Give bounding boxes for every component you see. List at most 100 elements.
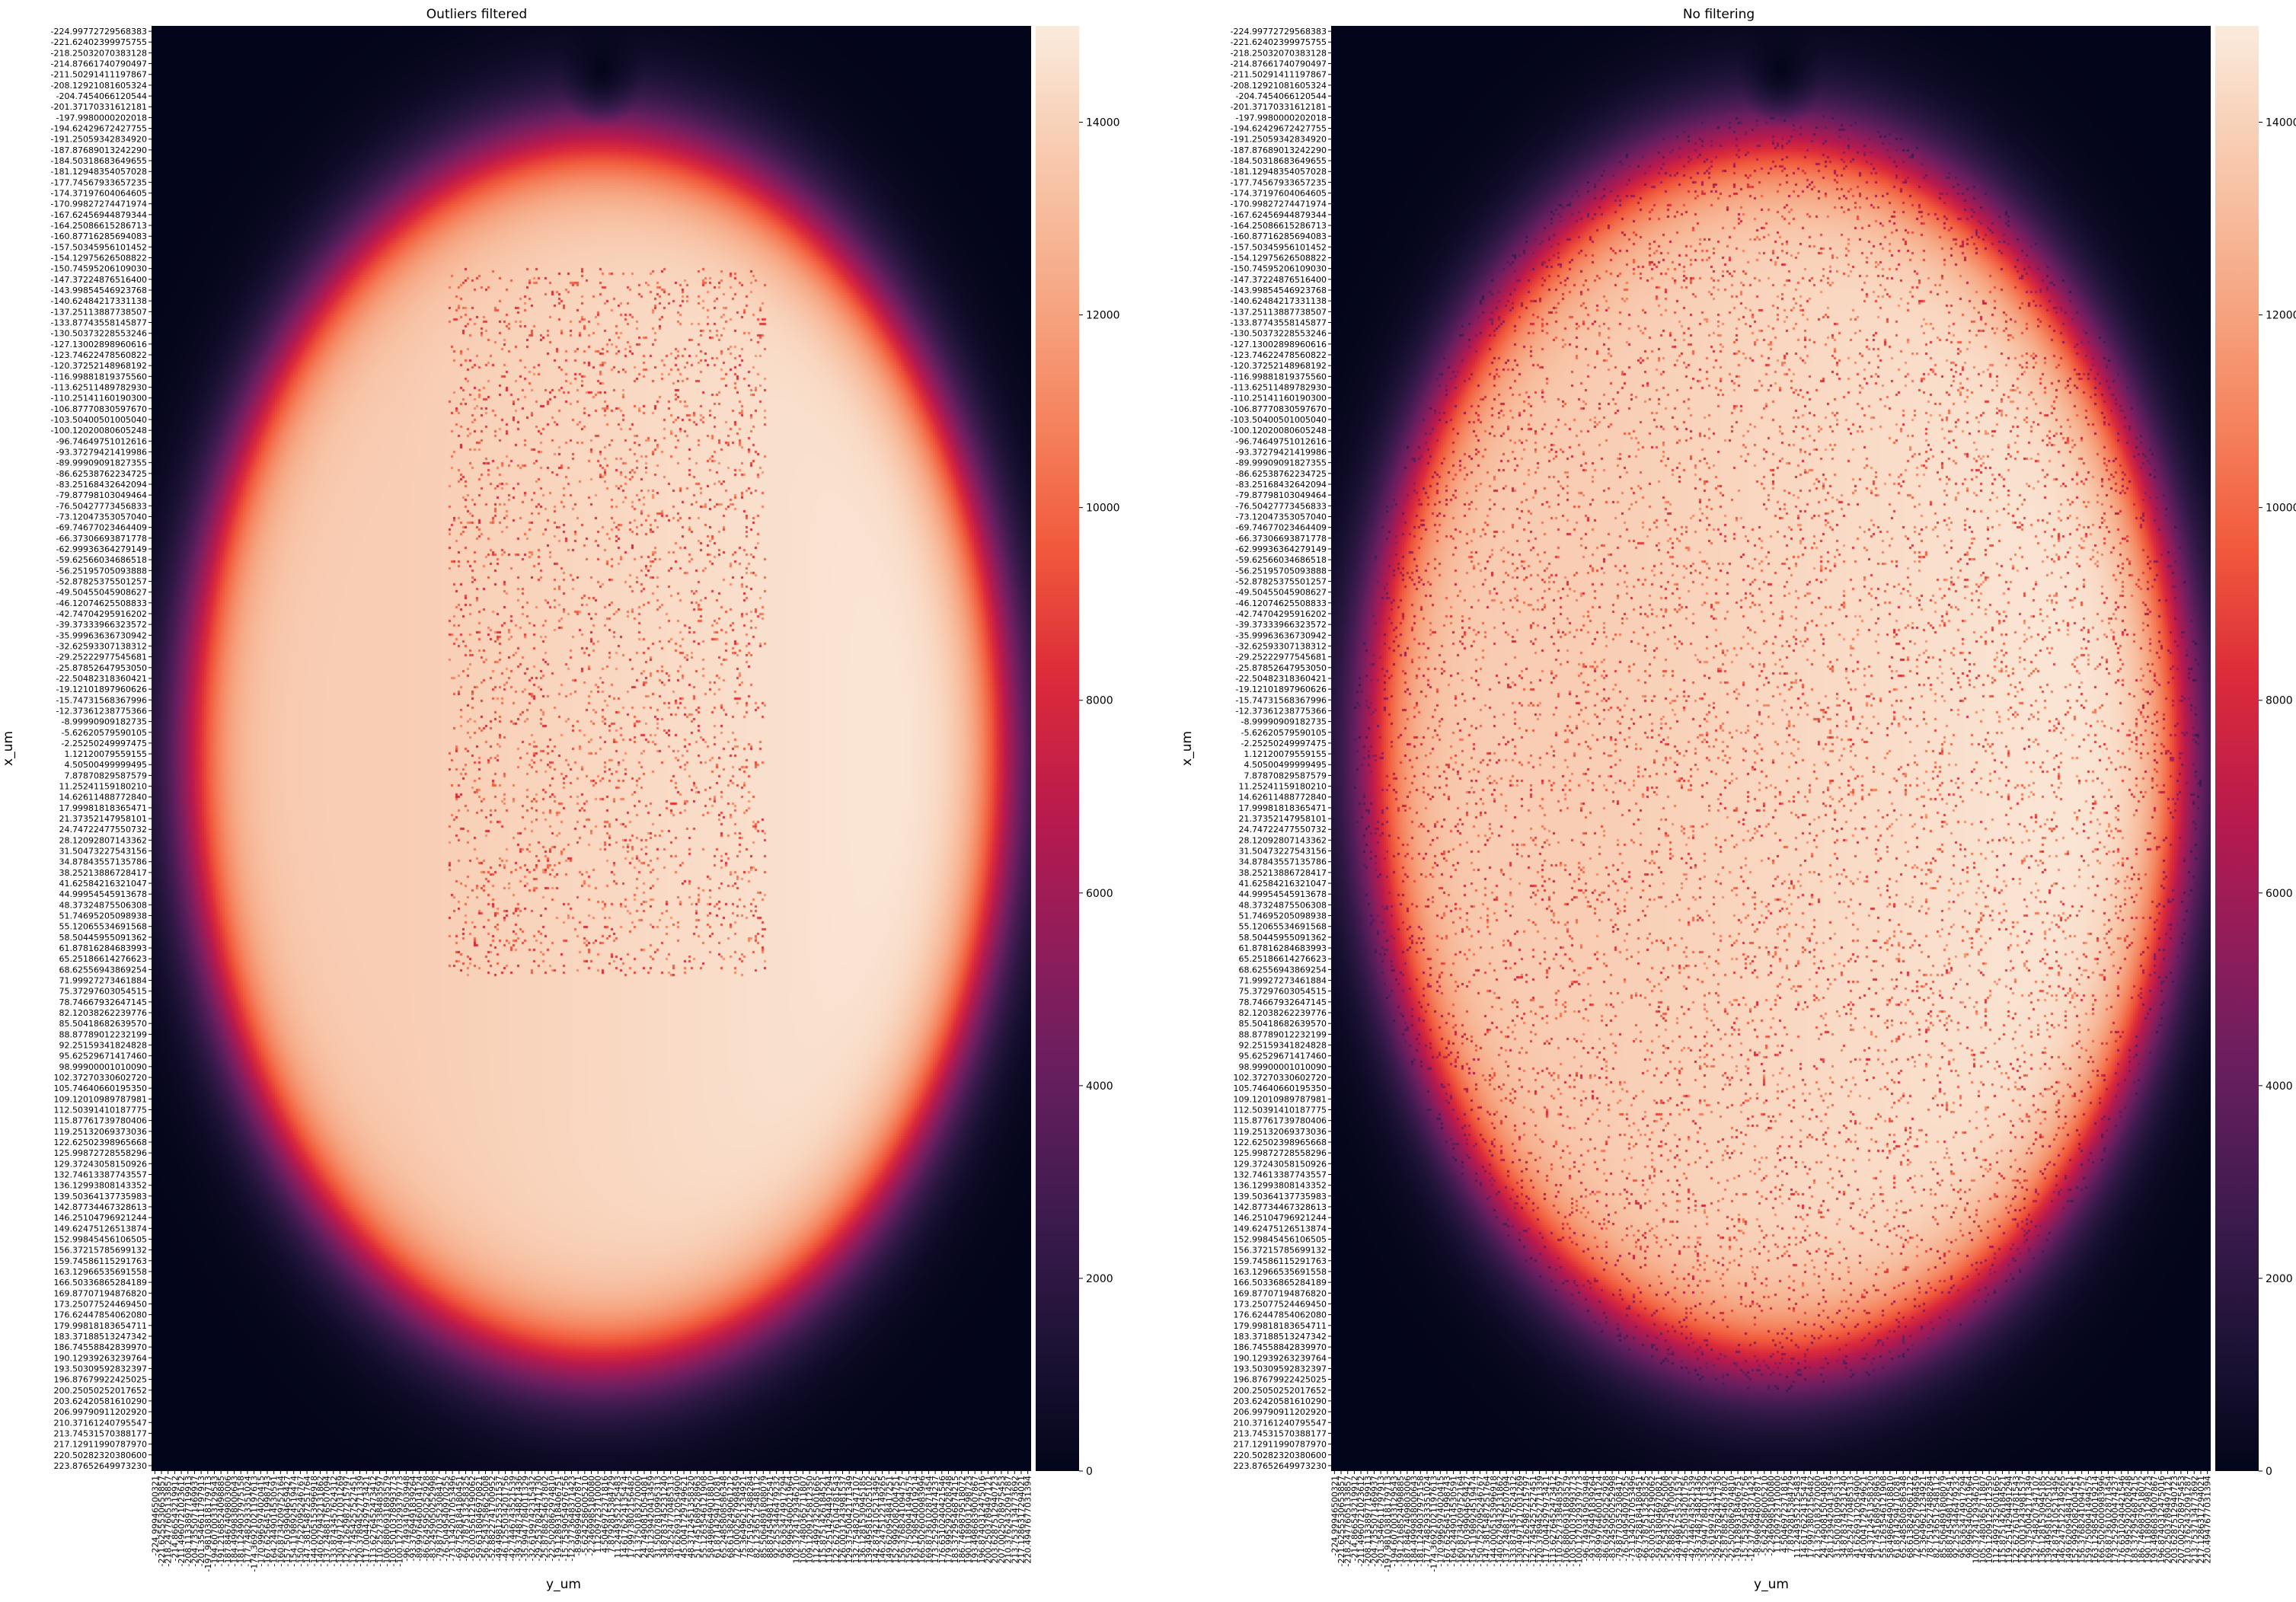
colorbar [2215,26,2259,1471]
x-tick-label: -170.9965974020415 [256,1476,266,1566]
y-tick-label: 115.87761739780406 [1234,1116,1327,1126]
y-tick-label: -123.74622478560822 [1231,350,1327,360]
y-tick-label: -52.87825375501257 [1236,576,1327,586]
x-tick-label: -133.8743457624312 [329,1476,339,1566]
x-tick-label: -89.9976460014124 [1595,1476,1605,1561]
x-tick-label: 105.7480365711807 [798,1476,808,1563]
x-tick-label: 139.4958163025102 [864,1476,874,1563]
x-tick-label: 65.2485808586348 [1898,1476,1908,1558]
colorbar-ticks: 0 2000 4000 6000 8000 10000 12000 14000 [1079,117,1120,1478]
y-tick-label: -137.25113887738507 [1231,307,1327,317]
x-tick-label: 119.2514294491294 [2004,1476,2014,1563]
x-tick-label: 55.1263546121908 [1879,1476,1889,1558]
x-tick-label: 51.7451689528963 [692,1476,702,1558]
y-tick-label: -56.25195705093888 [1236,566,1327,576]
x-tick-label: -96.7493419503948 [1581,1476,1591,1561]
x-tick-label: -100.1270329379773 [395,1476,405,1566]
y-tick-label: -143.99854546923768 [51,286,147,295]
y-tick-label: -79.87798103049464 [56,490,147,500]
x-tick-label: 98.9963406021964 [785,1476,795,1558]
x-tick-label: -83.2459050252998 [428,1476,438,1561]
y-tick-label: -56.25195705093888 [56,566,147,576]
y-tick-label: -174.37197604064605 [1231,189,1327,199]
y-tick-label: -83.25168432642094 [56,480,147,490]
colorbar-tick-label: 12000 [2266,310,2296,322]
x-tick-label: 14.6176224135474 [1799,1476,1809,1558]
y-tick-label: 112.50391410187775 [54,1106,147,1115]
x-tick-label: -29.2537824471730 [1713,1476,1723,1561]
y-tick-label: 92.25159341824828 [1239,1041,1327,1051]
x-tick-label: -224.99946500321 [1330,1476,1340,1556]
y-tick-label: 51.74695205098938 [59,911,147,921]
y-tick-label: -110.25141160190300 [51,394,147,404]
x-tick-label: 34.8783745231240 [1839,1476,1849,1558]
y-tick-label: 149.62475126513874 [54,1224,147,1233]
y-tick-label: -130.50373228553246 [1231,329,1327,339]
y-tick-label: 193.50309592832397 [1234,1364,1327,1374]
x-axis-label: y_um [1754,1577,1789,1592]
colorbar-tick-label: 0 [1086,1466,1093,1478]
y-tick-label: 176.62447854062080 [54,1310,147,1320]
x-tick-label: 45.0041729749621 [1859,1476,1869,1558]
x-tick-label: 146.2475122149265 [2058,1476,2068,1563]
heatmap-cells [1331,26,2211,1471]
x-tick-label: -191.2168524098885 [1396,1476,1406,1566]
x-tick-label: -113.6276452473412 [1548,1476,1558,1566]
y-tick-label: 109.12010989787981 [1234,1094,1327,1104]
y-tick-label: 203.62420581610290 [54,1396,147,1406]
x-tick-label: 132.7548207347107 [2031,1476,2041,1563]
y-tick-label: -69.74677023464409 [56,523,147,533]
y-tick-label: -197.9980000202018 [56,113,147,123]
x-tick-label: 41.6269312054900 [672,1476,682,1558]
y-tick-label: -154.12975626508822 [1231,254,1327,263]
y-tick-label: -160.87716285694083 [51,231,147,241]
x-tick-label: -123.7454257527451 [349,1476,359,1566]
y-tick-label: 58.50445955091362 [59,933,147,943]
y-tick-label: 4.50500499999495 [65,760,147,770]
y-tick-label: -66.37306693871778 [56,534,147,544]
y-tick-label: -76.50427773456833 [56,501,147,511]
y-tick-label: 44.99954545913678 [59,889,147,899]
y-tick-label: 190.12939263239764 [54,1353,147,1363]
heatmap-cells [152,26,1031,1471]
x-tick-label: -154.1198924519474 [289,1476,299,1566]
x-tick-label: 24.7490815054081 [1819,1476,1829,1558]
y-tick-label: -89.99909091827355 [1236,458,1327,468]
x-tick-label: 129.3750042171349 [845,1476,854,1563]
x-tick-label: -100.1270329379773 [1575,1476,1585,1566]
heatmap-panel-outliers-filtered: Outliers filtered -224.99772729568383-22… [1,7,1120,1592]
y-tick-label: -73.12047353057040 [1236,512,1327,522]
y-tick-label: -35.99963636730942 [56,630,147,640]
x-tick-label: 183.3729546874215 [2130,1476,2140,1563]
y-tick-label: -25.87852647953050 [56,663,147,673]
y-tick-label: 51.74695205098938 [1239,911,1327,921]
x-tick-label: -8.9989946007871 [573,1476,583,1556]
chart-title: No filtering [1683,7,1755,22]
x-tick-label: -22.5020862974810 [1726,1476,1736,1561]
x-tick-label: 149.6209548417251 [2064,1476,2074,1563]
x-tick-label: 179.9952920028248 [944,1476,953,1563]
x-tick-label: -15.7539054976756 [560,1476,570,1561]
x-tick-label: -117.0044297973421 [362,1476,372,1566]
x-tick-label: -130.4971217031269 [336,1476,346,1566]
y-tick-label: -133.87743558145877 [51,318,147,328]
x-tick-label: -221.6255530653857 [157,1476,167,1566]
y-tick-label: -191.25059342834920 [1231,135,1327,145]
y-tick-label: -42.74704295916202 [1236,609,1327,619]
x-tick-label: 88.8745498172541 [765,1476,775,1558]
y-tick-label: 206.99790911202920 [1234,1407,1327,1417]
y-tick-label: -73.12047353057040 [56,512,147,522]
y-tick-label: -116.99881819375560 [1231,372,1327,381]
x-tick-label: 166.5026000983996 [2097,1476,2107,1563]
y-tick-label: -221.62402399975755 [1231,37,1327,47]
colorbar-tick-label: 6000 [1086,888,1113,900]
y-tick-label: 55.12065534691568 [59,922,147,932]
y-tick-label: -167.62456944879344 [51,210,147,220]
y-tick-label: 85.50418682639570 [1239,1019,1327,1029]
x-tick-label: 112.4997325001665 [812,1476,822,1563]
x-tick-label: -25.8788254637802 [1720,1476,1730,1561]
x-tick-label: 200.2503789497121 [2163,1476,2173,1563]
y-tick-label: -86.62538762234725 [56,469,147,479]
x-tick-label: -211.4960721023612 [1356,1476,1366,1566]
x-tick-label: -154.1198924519474 [1469,1476,1479,1566]
